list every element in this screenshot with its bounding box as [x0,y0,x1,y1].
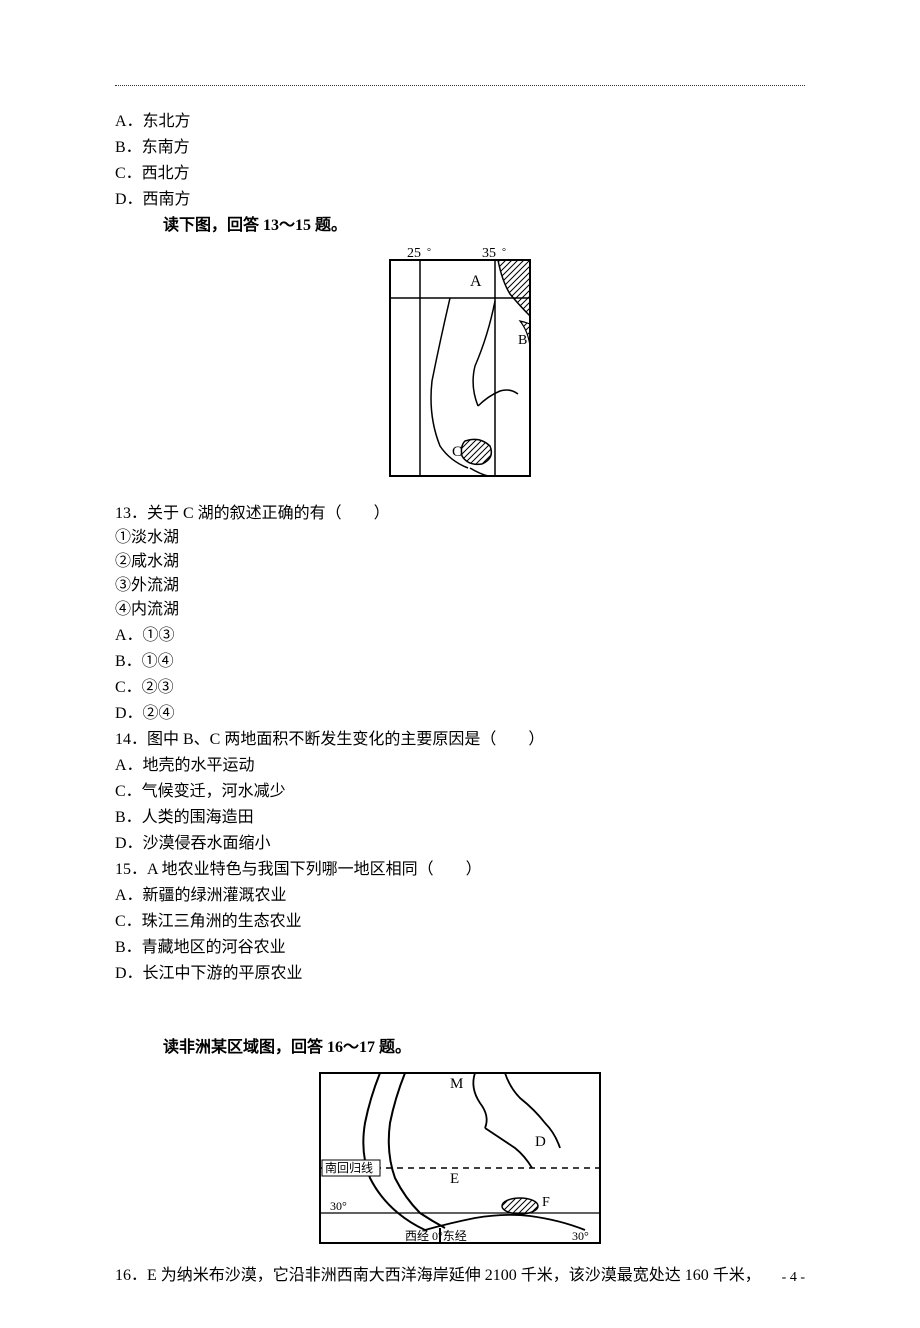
page-number: - 4 - [782,1267,805,1288]
q13-sub3: ③外流湖 [115,574,805,598]
figure-2: M D E F 南回归线 30° 西经 0°东经 30° [115,1068,805,1256]
q15-option-d: D．长江中下游的平原农业 [115,962,805,986]
q15-option-a: A．新疆的绿洲灌溉农业 [115,884,805,908]
spacer [115,988,805,1036]
content-body: A．东北方 B．东南方 C．西北方 D．西南方 读下图，回答 13～15 题。 … [115,110,805,1288]
q12-option-d: D．西南方 [115,188,805,212]
q15-option-b: B．青藏地区的河谷农业 [115,936,805,960]
q13-option-d: D．②④ [115,702,805,726]
label-35-deg: ° [502,247,506,258]
q13-option-a: A．①③ [115,624,805,648]
map-diagram-2: M D E F 南回归线 30° 西经 0°东经 30° [310,1068,610,1248]
q12-option-b: B．东南方 [115,136,805,160]
q13-stem: 13．关于 C 湖的叙述正确的有（ ） [115,502,805,526]
lon-30-label: 30° [572,1229,589,1243]
q16-stem: 16．E 为纳米布沙漠，它沿非洲西南大西洋海岸延伸 2100 千米，该沙漠最宽处… [115,1264,805,1288]
label-C: C [452,444,462,460]
q13-sub1: ①淡水湖 [115,526,805,550]
q14-option-c: C．气候变迁，河水减少 [115,780,805,804]
label-M: M [450,1076,463,1092]
label-35: 35 [482,246,496,261]
q12-option-c: C．西北方 [115,162,805,186]
q13-option-b: B．①④ [115,650,805,674]
q13-sub2: ②咸水湖 [115,550,805,574]
map-diagram-1: 25 ° 35 ° A B [370,246,550,486]
section1-instruction: 读下图，回答 13～15 题。 [163,214,805,238]
q12-option-a: A．东北方 [115,110,805,134]
label-25-deg: ° [427,247,431,258]
q13-sub4: ④内流湖 [115,598,805,622]
tropic-label: 南回归线 [325,1160,373,1175]
label-F: F [542,1195,550,1210]
q15-stem: 15．A 地农业特色与我国下列哪一地区相同（ ） [115,858,805,882]
label-B: B [518,333,527,348]
lon-label: 西经 0°东经 [405,1229,467,1243]
q14-option-d: D．沙漠侵吞水面缩小 [115,832,805,856]
label-A: A [470,273,482,290]
section2-instruction: 读非洲某区域图，回答 16～17 题。 [163,1036,805,1060]
label-25: 25 [407,246,421,261]
q14-option-b: B．人类的围海造田 [115,806,805,830]
header-rule [115,85,805,86]
q14-option-a: A．地壳的水平运动 [115,754,805,778]
label-D: D [535,1134,546,1150]
q13-option-c: C．②③ [115,676,805,700]
label-E: E [450,1171,459,1187]
page: A．东北方 B．东南方 C．西北方 D．西南方 读下图，回答 13～15 题。 … [0,0,920,1328]
q14-stem: 14．图中 B、C 两地面积不断发生变化的主要原因是（ ） [115,728,805,752]
figure-1: 25 ° 35 ° A B [115,246,805,494]
q15-option-c: C．珠江三角洲的生态农业 [115,910,805,934]
lat-30-label: 30° [330,1199,347,1213]
